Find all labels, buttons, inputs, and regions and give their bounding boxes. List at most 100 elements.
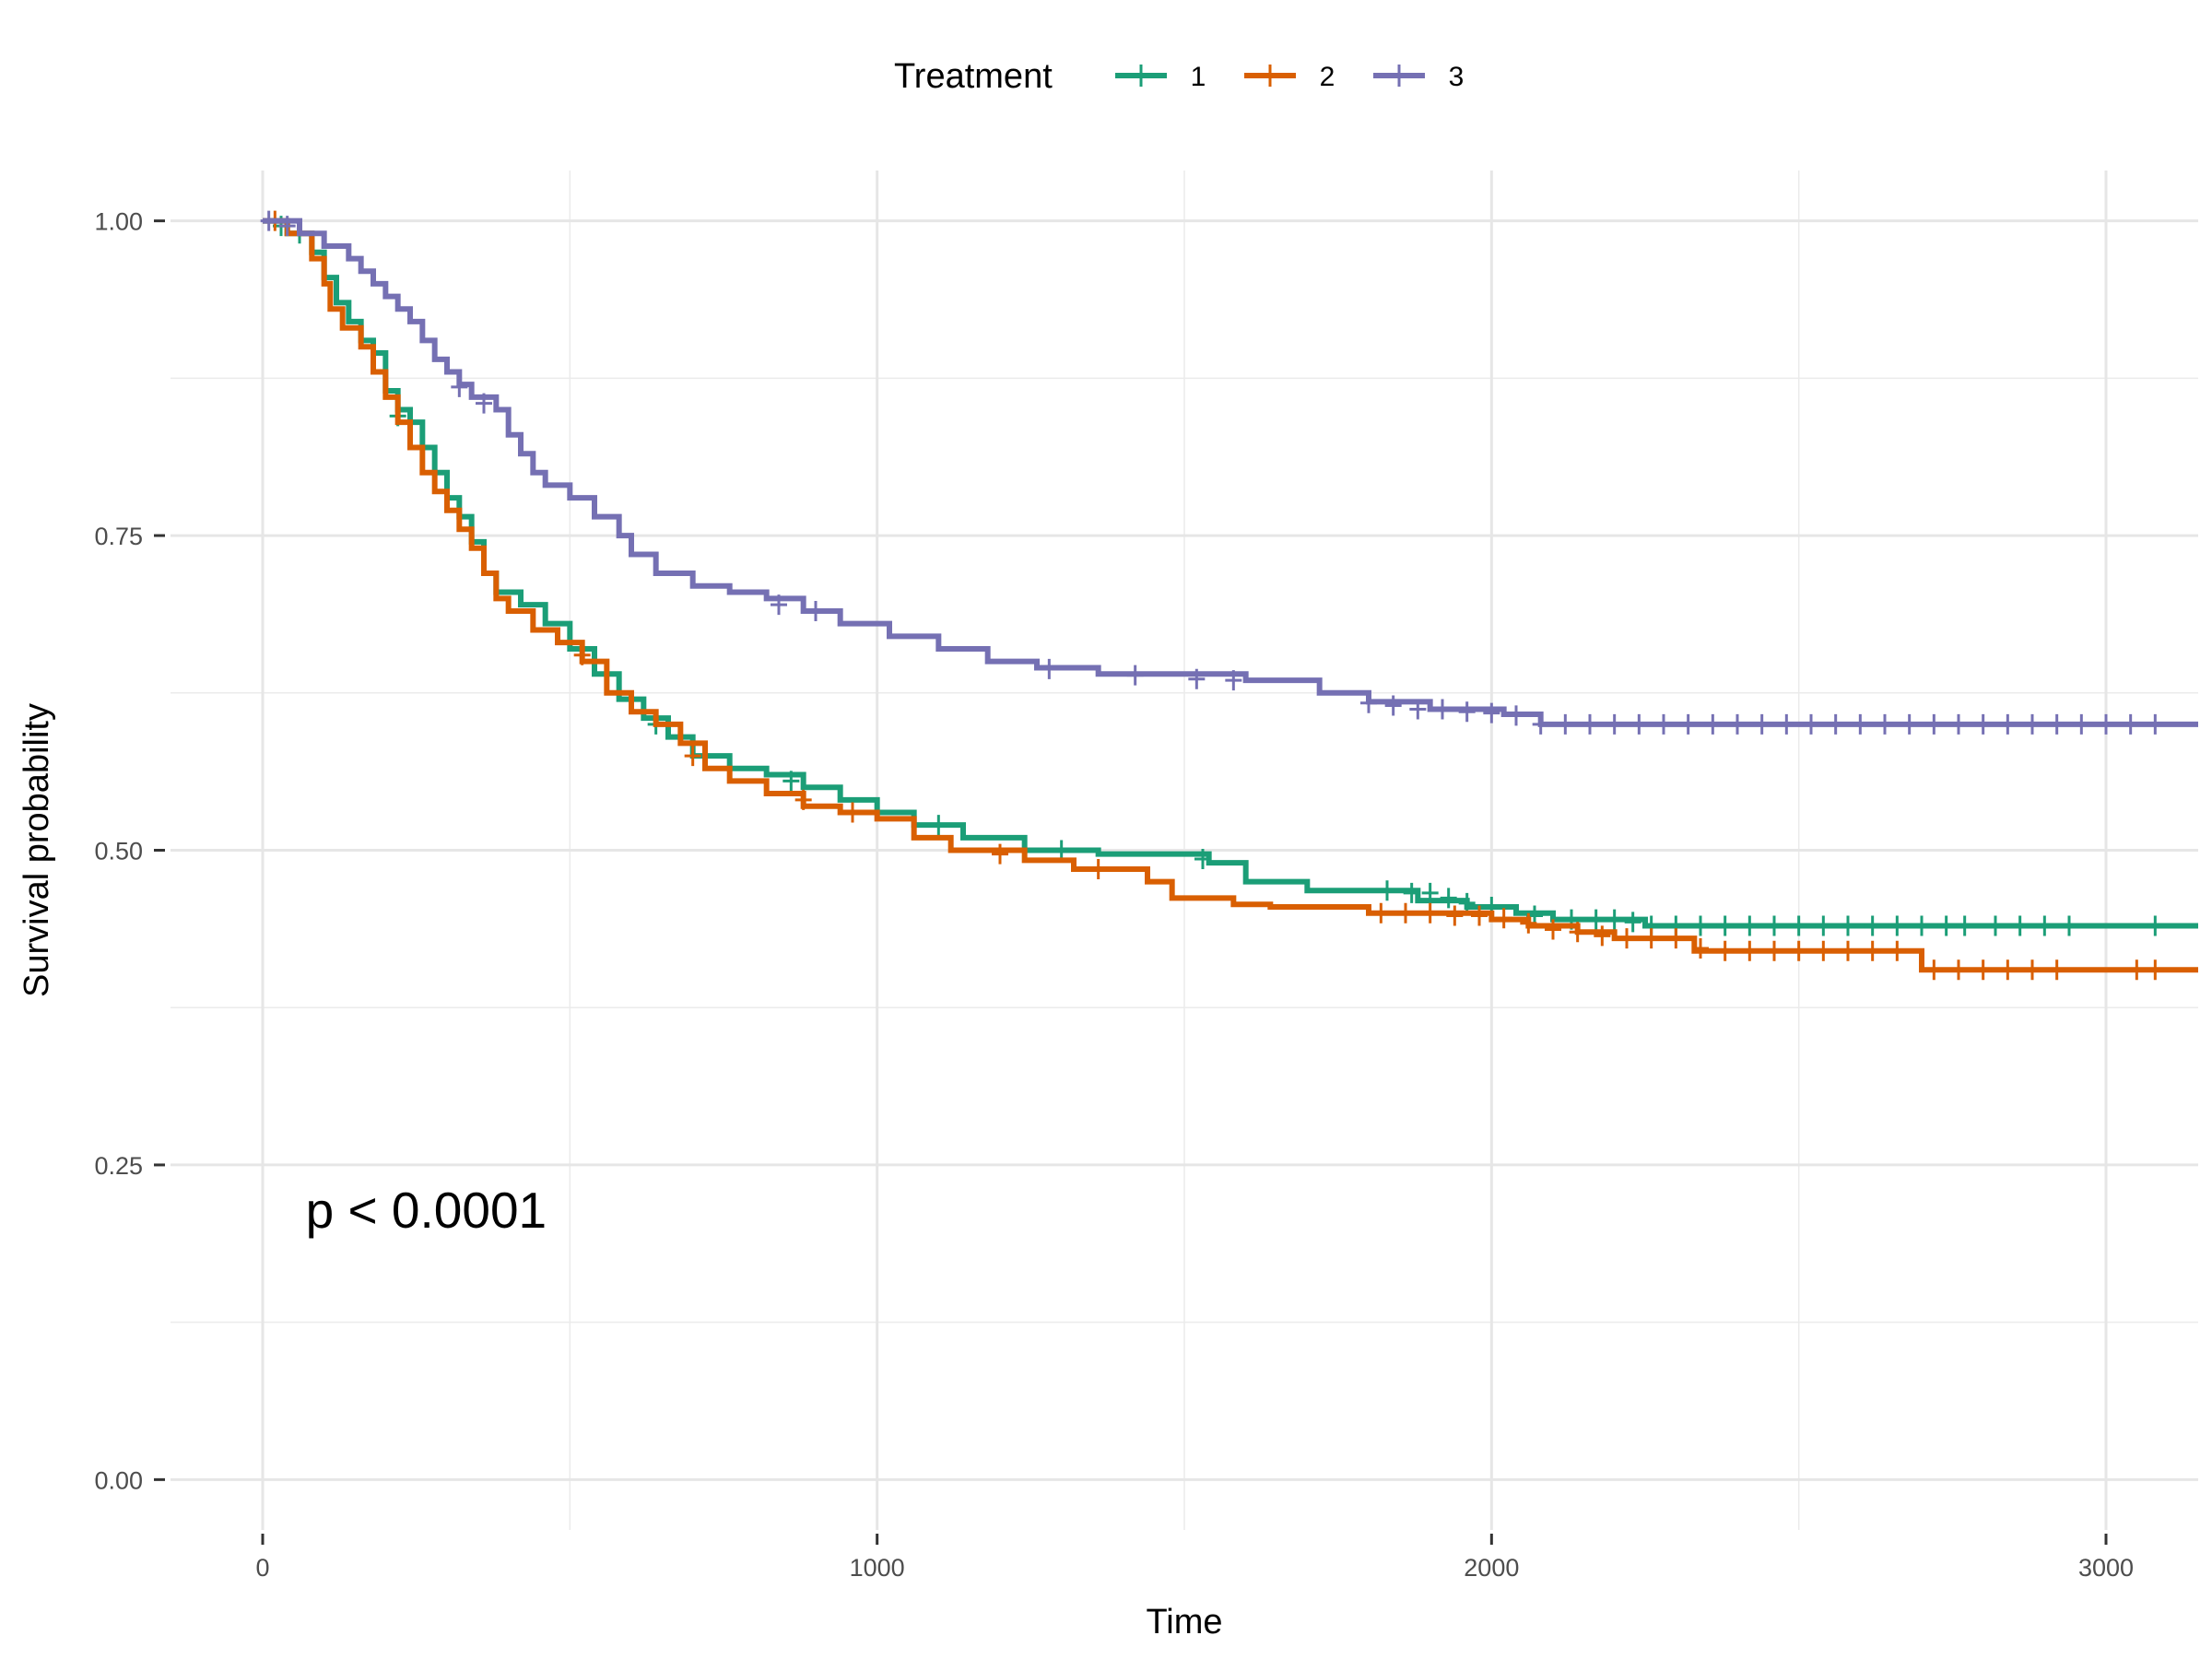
series-2-censor-mark: [1397, 902, 1414, 924]
series-2-censor-mark: [1815, 940, 1832, 961]
axes: 0 1000 2000 3000 0.00 0.25 0.50 0.75 1.00: [94, 208, 2134, 1582]
series-3-censor-mark: [2073, 713, 2090, 735]
series-3-censor-mark: [1126, 665, 1144, 686]
y-tick-label: 0.50: [94, 838, 143, 865]
series-2-censor-mark: [1471, 905, 1488, 926]
series-1-censor-mark: [1956, 915, 1973, 936]
series-1-censor-mark: [930, 815, 947, 836]
series-3-censor-mark: [1999, 713, 2017, 735]
series-3-censor-mark: [1753, 713, 1771, 735]
series-3-censor-mark: [2024, 713, 2041, 735]
series-1-censor-mark: [1937, 915, 1955, 936]
series-1-censor-mark: [1440, 888, 1457, 909]
series-1-censor-mark: [1053, 840, 1070, 861]
series-1-censor-mark: [1741, 915, 1759, 936]
legend-item-3: 3: [1373, 62, 1464, 92]
legend: Treatment 1 2 3: [894, 57, 1464, 96]
series-1-censor-mark: [1790, 915, 1807, 936]
y-axis-title: Survival probability: [18, 703, 56, 997]
y-tick-label: 1.00: [94, 208, 143, 236]
series-2-censor-mark: [1864, 940, 1881, 961]
series-3-censor-mark: [1225, 670, 1242, 691]
series-3-censor-mark: [1925, 713, 1943, 735]
series-1-censor-mark: [2061, 915, 2077, 936]
series-3-censor-mark: [2098, 713, 2114, 735]
legend-title: Treatment: [894, 57, 1053, 96]
legend-label: 1: [1191, 62, 1206, 92]
series-1-censor-mark: [1587, 909, 1605, 930]
series-2-censor-mark: [1520, 912, 1537, 934]
series-1-censor-mark: [782, 771, 800, 792]
series-3-censor-mark: [278, 216, 296, 237]
series-2-censor-mark: [1790, 940, 1807, 961]
series-3: [260, 210, 2198, 735]
series-2-censor-mark: [1741, 940, 1759, 961]
series-3-censor-mark: [1360, 692, 1377, 713]
series-1-censor-mark: [1379, 880, 1395, 901]
x-tick-label: 2000: [1464, 1554, 1519, 1582]
legend-item-2: 2: [1244, 62, 1335, 92]
series-3-censor-mark: [260, 210, 277, 231]
series-1-line: [263, 218, 2198, 929]
series-3-censor-mark: [1557, 713, 1574, 735]
series-2-censor-mark: [1545, 919, 1561, 940]
series-3-censor-mark: [1827, 713, 1844, 735]
series-2-censor-mark: [1446, 905, 1464, 926]
series-2-censor-mark: [573, 644, 591, 665]
series-3-censor-mark: [1729, 713, 1746, 735]
series-3-censor-mark: [1900, 713, 1918, 735]
series-3-censor-mark: [1384, 695, 1402, 716]
series-2-censor-mark: [1642, 928, 1660, 949]
series-2-censor-mark: [1950, 959, 1967, 981]
series-1-censor-mark: [1815, 915, 1832, 936]
series-1-censor-mark: [1716, 915, 1734, 936]
series-3-censor-mark: [1655, 713, 1672, 735]
series-1-censor-mark: [1864, 915, 1881, 936]
series-3-censor-mark: [1606, 713, 1623, 735]
series-2-censor-mark: [1999, 959, 2017, 981]
series-3-censor-mark: [1974, 713, 1992, 735]
series-3-censor-mark: [1630, 713, 1648, 735]
x-axis-title: Time: [1146, 1603, 1222, 1641]
series-2-censor-mark: [1974, 959, 1992, 981]
series-3-censor-mark: [1508, 705, 1524, 726]
series-2-censor-mark: [1618, 928, 1635, 949]
series-1-censor-mark: [1624, 912, 1641, 933]
series-2-censor-mark: [794, 789, 812, 810]
series-2-censor-mark: [684, 746, 701, 767]
x-tick-label: 3000: [2078, 1554, 2134, 1582]
y-tick-label: 0.75: [94, 523, 143, 550]
series-1-censor-mark: [1987, 915, 2004, 936]
series-2-censor-mark: [992, 843, 1008, 865]
series-1-censor-mark: [2036, 915, 2053, 936]
p-value-annotation: p < 0.0001: [306, 1182, 547, 1239]
series-1-censor-mark: [2147, 915, 2164, 936]
series-3-censor-mark: [1532, 713, 1549, 735]
series-3-censor-mark: [1582, 713, 1598, 735]
series-1-censor-mark: [1606, 909, 1623, 930]
series-3-censor-mark: [2048, 713, 2065, 735]
series-2: [263, 210, 2198, 981]
series-2-censor-mark: [1594, 925, 1611, 947]
series-3-censor-mark: [1188, 668, 1206, 689]
y-tick-label: 0.25: [94, 1152, 143, 1180]
series-layer: [260, 210, 2198, 981]
series-3-censor-mark: [1434, 699, 1451, 720]
series-2-censor-mark: [1692, 938, 1709, 959]
series-1-censor-mark: [2011, 915, 2029, 936]
legend-label: 2: [1320, 62, 1335, 92]
legend-label: 3: [1449, 62, 1465, 92]
series-2-censor-mark: [1495, 908, 1512, 929]
series-3-censor-mark: [2122, 713, 2139, 735]
series-2-censor-mark: [844, 802, 861, 823]
series-1-censor-mark: [1421, 882, 1439, 903]
series-2-censor-mark: [1421, 902, 1439, 924]
series-2-censor-mark: [1089, 858, 1107, 879]
series-3-censor-mark: [1803, 713, 1819, 735]
series-2-censor-mark: [1925, 959, 1943, 981]
series-2-censor-mark: [2048, 959, 2065, 981]
series-3-censor-mark: [1950, 713, 1967, 735]
grid: [171, 171, 2198, 1530]
